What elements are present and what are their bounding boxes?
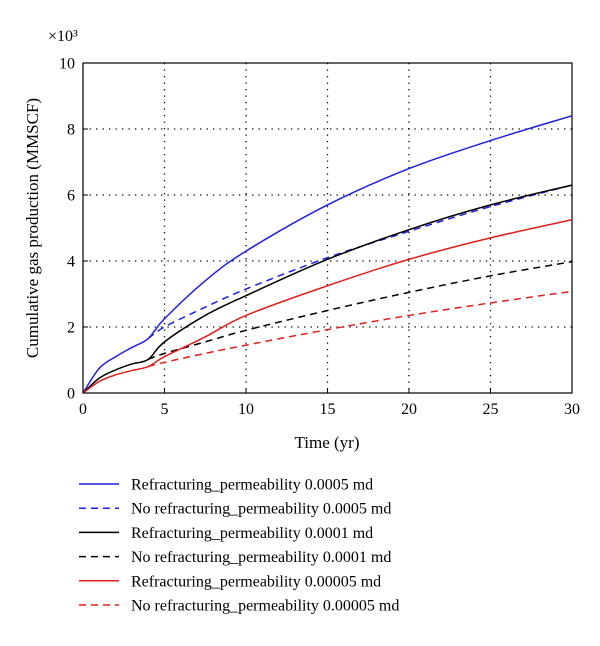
legend-label: No refracturing_permeability 0.0001 md <box>131 549 391 566</box>
y-tick-label: 6 <box>67 188 75 205</box>
x-tick-label: 25 <box>483 401 499 418</box>
legend: Refracturing_permeability 0.0005 md No re… <box>79 477 399 615</box>
x-tick-label: 5 <box>161 401 169 418</box>
series-line <box>82 219 573 394</box>
legend-label: No refracturing_permeability 0.00005 md <box>131 598 399 615</box>
series-line <box>82 115 573 394</box>
y-tick-label: 10 <box>59 56 75 73</box>
series-layer <box>82 115 573 394</box>
series-line <box>148 290 573 368</box>
x-tick-label: 20 <box>401 401 417 418</box>
x-tick-label: 10 <box>238 401 254 418</box>
x-axis-label: Time (yr) <box>294 433 359 452</box>
legend-label: Refracturing_permeability 0.0005 md <box>131 477 373 494</box>
y-axis-label: Cumulative gas production (MMSCF) <box>23 98 42 358</box>
legend-label: Refracturing_permeability 0.0001 md <box>131 525 373 542</box>
grid-layer <box>83 63 572 393</box>
y-multiplier-label: ×10³ <box>48 28 78 45</box>
x-tick-label: 30 <box>564 401 580 418</box>
y-tick-label: 8 <box>67 122 75 139</box>
legend-label: No refracturing_permeability 0.0005 md <box>131 501 391 518</box>
y-tick-label: 2 <box>67 320 75 337</box>
series-line <box>147 260 573 361</box>
y-tick-label: 0 <box>67 386 75 403</box>
series-line <box>82 184 573 394</box>
y-tick-label: 4 <box>67 254 75 271</box>
series-line <box>147 184 573 340</box>
x-tick-label: 15 <box>320 401 336 418</box>
tick-layer: 0 5 10 15 20 25 30 0 2 4 6 8 10 <box>59 56 580 419</box>
x-tick-label: 0 <box>79 401 87 418</box>
legend-label: Refracturing_permeability 0.00005 md <box>131 573 381 590</box>
